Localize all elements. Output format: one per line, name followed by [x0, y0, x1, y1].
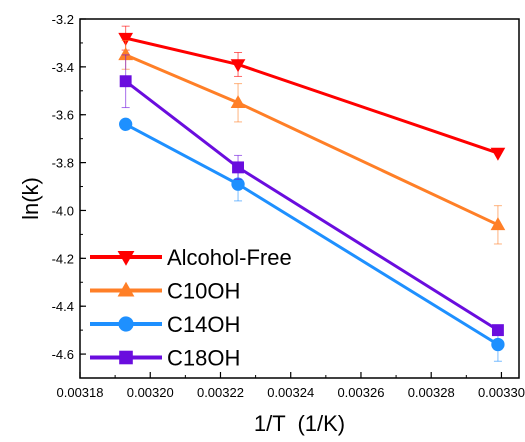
data-point — [118, 47, 134, 61]
legend-marker — [117, 251, 135, 266]
y-tick-label: -3.8 — [52, 156, 74, 171]
x-tick-label: 0.00320 — [127, 385, 174, 400]
plot-frame — [79, 18, 520, 379]
series-alcohol-free — [118, 25, 506, 161]
y-tick-label: -4.2 — [52, 251, 74, 266]
legend-label: C18OH — [167, 346, 240, 371]
x-tick-label: 0.00324 — [267, 385, 314, 400]
legend-marker — [117, 281, 135, 297]
data-point — [118, 32, 134, 46]
series-c18oh — [119, 54, 504, 337]
y-tick-label: -3.2 — [52, 12, 74, 27]
x-tick-label: 0.00328 — [408, 385, 455, 400]
data-point — [119, 75, 132, 88]
data-point — [491, 324, 504, 337]
data-point — [231, 177, 245, 191]
legend-label: C14OH — [167, 312, 240, 337]
legend-item: C18OH — [90, 346, 240, 371]
data-point — [232, 161, 244, 174]
y-axis-ticks: -3.2 -3.4 -3.6 -3.8 -4.0 -4.2 -4.4 -4.6 — [52, 12, 86, 379]
data-point — [491, 337, 505, 352]
x-axis-title: 1/T (1/K) — [254, 411, 345, 436]
legend-label: C10OH — [167, 279, 240, 304]
legend-label: Alcohol-Free — [167, 245, 292, 270]
x-tick-label: 0.00330 — [478, 385, 525, 400]
y-axis-title: ln(k) — [18, 177, 43, 220]
y-tick-label: -4.6 — [52, 347, 74, 362]
data-point — [490, 147, 506, 161]
plot-border — [79, 18, 520, 379]
x-tick-label: 0.00326 — [337, 385, 384, 400]
series-c10oh — [118, 40, 506, 245]
legend-marker — [118, 316, 134, 332]
y-tick-label: -4.4 — [52, 299, 74, 314]
data-point — [230, 95, 246, 109]
x-tick-label: 0.00318 — [57, 385, 104, 400]
series-line — [125, 53, 499, 227]
legend: Alcohol-Free C10OH C14OH C18OH — [90, 245, 292, 371]
series-c14oh — [119, 117, 505, 362]
legend-item: Alcohol-Free — [90, 245, 292, 270]
data-point — [490, 217, 506, 231]
x-tick-label: 0.00322 — [197, 385, 244, 400]
legend-item: C14OH — [90, 312, 240, 337]
data-point — [230, 59, 246, 73]
y-tick-label: -4.0 — [52, 203, 74, 218]
legend-item: C10OH — [90, 279, 240, 304]
y-tick-label: -3.4 — [52, 60, 74, 75]
data-point — [119, 117, 133, 131]
legend-marker — [119, 350, 133, 365]
x-axis-ticks: 0.00318 0.00320 0.00322 0.00324 0.00326 0.003… — [57, 372, 525, 400]
y-tick-label: -3.6 — [52, 108, 74, 123]
series-layer — [118, 25, 506, 362]
